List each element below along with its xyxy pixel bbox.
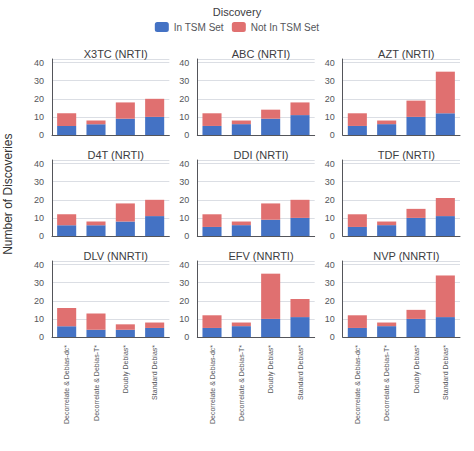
svg-text:AZT (NRTI): AZT (NRTI) <box>378 48 434 60</box>
svg-text:0: 0 <box>39 332 44 342</box>
svg-text:30: 30 <box>34 76 44 86</box>
svg-text:20: 20 <box>325 195 335 205</box>
svg-text:Decorrelate & Debias-dc*: Decorrelate & Debias-dc* <box>354 345 361 424</box>
svg-text:Doubly Debias*: Doubly Debias* <box>413 345 421 394</box>
svg-text:0: 0 <box>330 231 335 241</box>
svg-text:Doubly Debias*: Doubly Debias* <box>122 345 130 394</box>
svg-text:10: 10 <box>34 314 44 324</box>
svg-text:30: 30 <box>179 76 189 86</box>
svg-text:Decorrelate & Debias-T*: Decorrelate & Debias-T* <box>383 345 390 421</box>
svg-text:X3TC (NRTI): X3TC (NRTI) <box>84 48 148 60</box>
svg-text:0: 0 <box>330 332 335 342</box>
svg-text:10: 10 <box>34 213 44 223</box>
svg-text:40: 40 <box>34 159 44 169</box>
svg-text:30: 30 <box>325 76 335 86</box>
svg-text:20: 20 <box>34 195 44 205</box>
svg-text:Standard Debias*: Standard Debias* <box>151 345 158 400</box>
svg-text:30: 30 <box>325 177 335 187</box>
svg-text:0: 0 <box>39 130 44 140</box>
svg-text:40: 40 <box>325 260 335 270</box>
svg-text:20: 20 <box>325 296 335 306</box>
svg-text:10: 10 <box>179 213 189 223</box>
svg-text:30: 30 <box>179 278 189 288</box>
svg-text:20: 20 <box>34 94 44 104</box>
svg-text:40: 40 <box>325 58 335 68</box>
svg-text:Decorrelate & Debias-dc*: Decorrelate & Debias-dc* <box>63 345 70 424</box>
svg-text:30: 30 <box>325 278 335 288</box>
svg-text:DLV (NNRTI): DLV (NNRTI) <box>83 250 147 262</box>
svg-text:TDF (NRTI): TDF (NRTI) <box>378 149 435 161</box>
svg-text:20: 20 <box>325 94 335 104</box>
svg-text:40: 40 <box>325 159 335 169</box>
svg-text:0: 0 <box>184 332 189 342</box>
svg-text:Discovery: Discovery <box>213 6 262 18</box>
svg-text:ABC (NRTI): ABC (NRTI) <box>232 48 290 60</box>
svg-text:20: 20 <box>34 296 44 306</box>
svg-text:10: 10 <box>179 112 189 122</box>
svg-text:40: 40 <box>34 260 44 270</box>
svg-text:Doubly Debias*: Doubly Debias* <box>267 345 275 394</box>
svg-text:Standard Debias*: Standard Debias* <box>297 345 304 400</box>
svg-text:0: 0 <box>184 231 189 241</box>
svg-text:0: 0 <box>184 130 189 140</box>
svg-text:10: 10 <box>325 213 335 223</box>
svg-text:30: 30 <box>34 278 44 288</box>
svg-text:20: 20 <box>179 195 189 205</box>
svg-text:10: 10 <box>179 314 189 324</box>
svg-text:Number of Discoveries: Number of Discoveries <box>1 133 15 254</box>
svg-text:DDI (NRTI): DDI (NRTI) <box>234 149 289 161</box>
svg-text:30: 30 <box>179 177 189 187</box>
svg-text:10: 10 <box>325 314 335 324</box>
svg-text:Decorrelate & Debias-T*: Decorrelate & Debias-T* <box>238 345 245 421</box>
svg-text:30: 30 <box>34 177 44 187</box>
svg-text:0: 0 <box>330 130 335 140</box>
svg-text:In TSM Set: In TSM Set <box>174 22 224 33</box>
svg-text:40: 40 <box>179 58 189 68</box>
svg-text:40: 40 <box>179 260 189 270</box>
svg-text:NVP (NNRTI): NVP (NNRTI) <box>373 250 439 262</box>
svg-text:40: 40 <box>34 58 44 68</box>
svg-text:10: 10 <box>325 112 335 122</box>
svg-text:Not In TSM Set: Not In TSM Set <box>251 22 319 33</box>
svg-text:Decorrelate & Debias-dc*: Decorrelate & Debias-dc* <box>209 345 216 424</box>
svg-text:40: 40 <box>179 159 189 169</box>
svg-text:Standard Debias*: Standard Debias* <box>442 345 449 400</box>
svg-text:0: 0 <box>39 231 44 241</box>
svg-text:20: 20 <box>179 94 189 104</box>
svg-text:Decorrelate & Debias-T*: Decorrelate & Debias-T* <box>93 345 100 421</box>
svg-text:20: 20 <box>179 296 189 306</box>
svg-text:10: 10 <box>34 112 44 122</box>
svg-text:EFV (NNRTI): EFV (NNRTI) <box>228 250 293 262</box>
svg-text:D4T (NRTI): D4T (NRTI) <box>87 149 143 161</box>
